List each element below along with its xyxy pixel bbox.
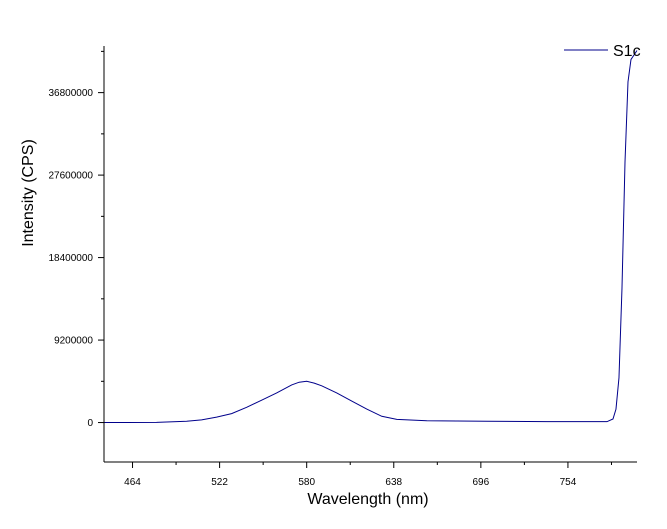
legend: S1c: [564, 43, 641, 60]
x-tick-label: 754: [560, 477, 577, 488]
x-tick-label: 638: [385, 477, 402, 488]
y-tick-label: 18400000: [49, 253, 94, 264]
x-axis-title: Wavelength (nm): [307, 491, 428, 508]
y-tick-label: 0: [87, 418, 93, 429]
y-tick-label: 36800000: [49, 88, 94, 99]
series-line: [103, 50, 638, 424]
y-tick-label: 27600000: [49, 171, 94, 182]
legend-label: S1c: [613, 43, 641, 60]
x-tick-label: 522: [211, 477, 228, 488]
x-axis: 464 522 580 638 696 754: [104, 461, 637, 488]
x-tick-label: 464: [124, 477, 141, 488]
y-tick-label: 9200000: [54, 336, 93, 347]
x-tick-label: 580: [298, 477, 315, 488]
x-tick-label: 696: [473, 477, 490, 488]
y-axis-title: Intensity (CPS): [20, 139, 37, 247]
y-axis: 0 9200000 18400000 27600000 36800000: [49, 46, 105, 462]
plot-area: [103, 50, 638, 424]
